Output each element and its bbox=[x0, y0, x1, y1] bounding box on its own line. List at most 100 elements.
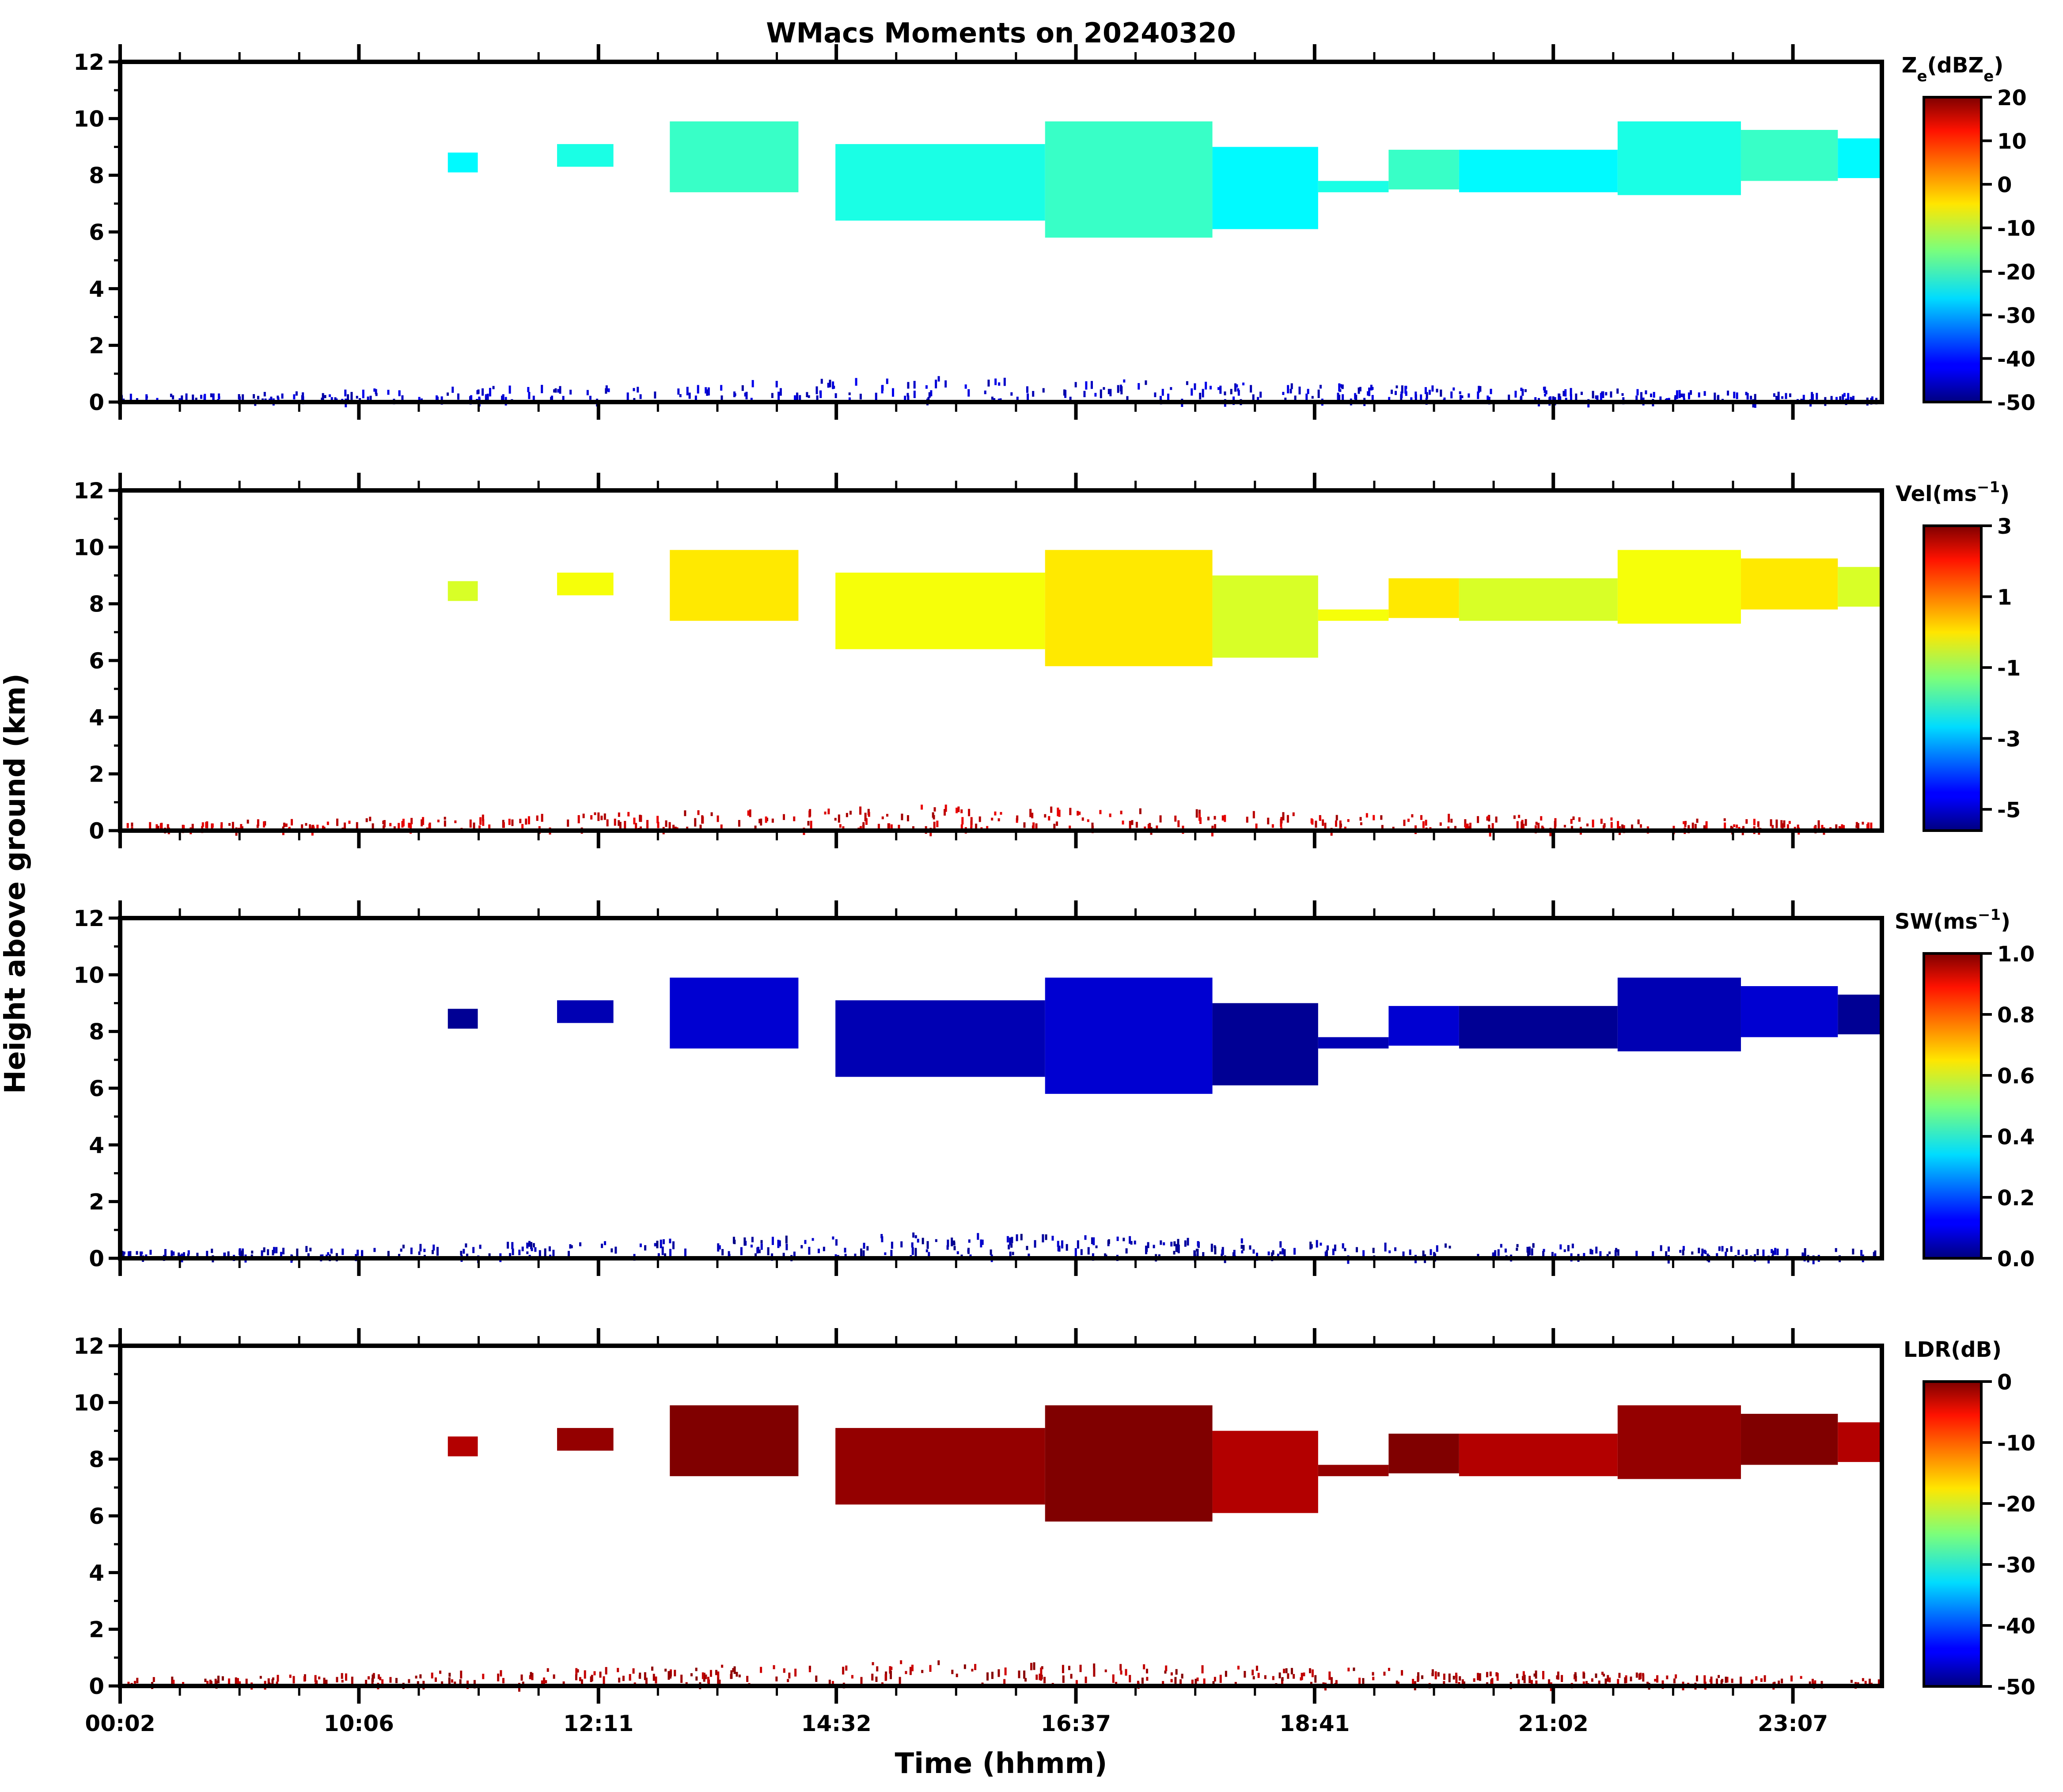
echo-speck bbox=[1095, 1245, 1098, 1249]
echo-speck bbox=[838, 814, 840, 823]
echo-speck bbox=[283, 822, 285, 828]
echo-speck bbox=[871, 1674, 874, 1681]
echo-speck bbox=[944, 809, 946, 816]
echo-speck bbox=[1424, 387, 1427, 394]
echo-speck bbox=[422, 817, 425, 825]
echo-speck bbox=[987, 380, 990, 387]
echo-speck bbox=[518, 1249, 521, 1256]
echo-speck bbox=[1521, 389, 1524, 396]
cloud-block bbox=[1617, 121, 1741, 195]
echo-speck bbox=[410, 818, 413, 824]
echo-speck bbox=[669, 1671, 672, 1679]
cloud-block bbox=[835, 1428, 1045, 1505]
echo-speck bbox=[1207, 816, 1210, 820]
echo-speck bbox=[1057, 1241, 1059, 1247]
echo-speck bbox=[827, 809, 830, 815]
echo-speck bbox=[1694, 824, 1697, 829]
echo-speck bbox=[984, 390, 986, 395]
echo-speck bbox=[947, 1239, 949, 1247]
echo-speck bbox=[1255, 1666, 1258, 1671]
echo-speck bbox=[1339, 823, 1342, 828]
echo-speck bbox=[707, 387, 710, 396]
echo-speck bbox=[1344, 1248, 1346, 1251]
echo-speck bbox=[1107, 1239, 1110, 1244]
echo-speck bbox=[863, 1242, 865, 1249]
echo-speck bbox=[860, 1248, 863, 1257]
echo-speck bbox=[1159, 815, 1162, 823]
echo-speck bbox=[1011, 1237, 1013, 1243]
echo-speck bbox=[552, 1249, 555, 1257]
echo-speck bbox=[305, 1246, 308, 1252]
echo-speck bbox=[842, 1667, 845, 1675]
echo-speck bbox=[1203, 1678, 1206, 1685]
echo-speck bbox=[1026, 1245, 1028, 1250]
echo-speck bbox=[1016, 396, 1019, 401]
echo-speck bbox=[204, 1678, 207, 1682]
echo-speck bbox=[1039, 1674, 1041, 1680]
echo-speck bbox=[1264, 1675, 1267, 1679]
echo-speck bbox=[373, 388, 376, 392]
echo-speck bbox=[815, 386, 818, 395]
echo-speck bbox=[488, 824, 491, 832]
echo-speck bbox=[228, 823, 231, 826]
echo-speck bbox=[1725, 1676, 1727, 1683]
echo-speck bbox=[1753, 819, 1756, 825]
echo-speck bbox=[1816, 393, 1818, 400]
echo-speck bbox=[408, 1679, 410, 1683]
echo-speck bbox=[1241, 1250, 1244, 1253]
echo-speck bbox=[997, 1669, 1000, 1677]
echo-speck bbox=[1074, 1248, 1077, 1257]
echo-speck bbox=[1120, 386, 1123, 395]
echo-speck bbox=[377, 1674, 380, 1679]
echo-speck bbox=[831, 1681, 834, 1684]
echo-speck bbox=[901, 813, 903, 820]
echo-speck bbox=[167, 824, 169, 830]
echo-speck bbox=[717, 815, 719, 822]
echo-speck bbox=[350, 392, 353, 400]
echo-speck bbox=[351, 1676, 353, 1684]
echo-speck bbox=[1542, 1671, 1544, 1679]
cloud-block bbox=[557, 1000, 614, 1023]
echo-speck bbox=[1237, 390, 1240, 396]
echo-speck bbox=[1335, 815, 1338, 820]
echo-speck bbox=[1449, 1245, 1451, 1249]
y-tick-label: 0 bbox=[89, 1246, 104, 1272]
echo-speck bbox=[911, 1242, 914, 1248]
echo-speck bbox=[1252, 1676, 1255, 1680]
echo-speck bbox=[881, 385, 884, 394]
panel-ldr: 0 2 4 6 8 10 12 00:02 10:06 12:11 14:32 16:37 18:41 2… bbox=[73, 1328, 2036, 1736]
echo-speck bbox=[1532, 1243, 1535, 1248]
echo-speck bbox=[808, 1247, 811, 1255]
y-tick-label: 12 bbox=[73, 478, 104, 504]
echo-speck bbox=[1237, 388, 1240, 391]
echo-speck bbox=[1170, 1672, 1173, 1676]
echo-speck bbox=[1145, 1668, 1148, 1674]
echo-speck bbox=[1652, 1251, 1654, 1260]
echo-speck bbox=[309, 1248, 312, 1252]
echo-speck bbox=[465, 1243, 467, 1248]
echo-speck bbox=[1131, 820, 1134, 825]
echo-speck bbox=[212, 396, 215, 402]
echo-speck bbox=[263, 392, 266, 397]
echo-speck bbox=[1358, 1678, 1361, 1686]
echo-speck bbox=[632, 1668, 635, 1674]
echo-speck bbox=[536, 815, 539, 821]
cloud-block bbox=[447, 152, 478, 173]
echo-speck bbox=[231, 822, 234, 831]
echo-speck bbox=[1604, 1678, 1607, 1686]
echo-speck bbox=[758, 819, 761, 824]
echo-speck bbox=[1650, 393, 1653, 397]
echo-speck bbox=[1783, 820, 1786, 828]
echo-speck bbox=[844, 1253, 847, 1257]
echo-speck bbox=[977, 1233, 979, 1240]
echo-speck bbox=[686, 387, 689, 395]
echo-speck bbox=[1249, 1245, 1251, 1250]
cloud-block bbox=[1838, 995, 1882, 1035]
echo-speck bbox=[1279, 1241, 1282, 1248]
echo-speck bbox=[1246, 816, 1248, 823]
echo-speck bbox=[1388, 397, 1391, 401]
echo-speck bbox=[562, 396, 565, 402]
echo-speck bbox=[851, 1675, 853, 1679]
echo-speck bbox=[206, 1681, 209, 1686]
echo-speck bbox=[744, 392, 747, 397]
